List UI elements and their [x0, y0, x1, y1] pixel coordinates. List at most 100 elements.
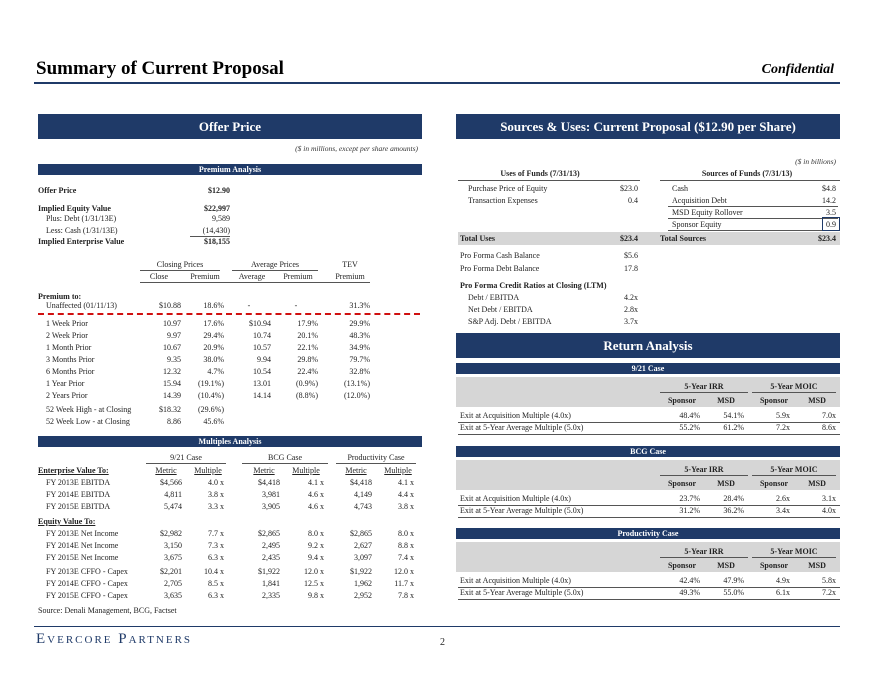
- multiples-cell: 9.2 x: [308, 541, 324, 550]
- ratio-label: Net Debt / EBITDA: [468, 305, 533, 314]
- sponsor-header: Sponsor: [759, 396, 788, 405]
- col-metric-header: Metric: [253, 466, 275, 475]
- offer-price-banner: Offer Price: [38, 114, 422, 139]
- multiples-row-label: FY 2013E CFFO - Capex: [46, 567, 128, 576]
- irr-header: 5-Year IRR: [684, 547, 724, 556]
- msd-header: MSD: [717, 396, 735, 405]
- ratio-label: S&P Adj. Debt / EBITDA: [468, 317, 552, 326]
- sponsor-header: Sponsor: [667, 561, 696, 570]
- multiples-cell: 3.3 x: [208, 502, 224, 511]
- irr-rule: [660, 557, 748, 558]
- premium-cell: 4.7%: [207, 367, 224, 376]
- return-cell: 49.3%: [679, 588, 700, 597]
- msd-header: MSD: [717, 561, 735, 570]
- moic-header: 5-Year MOIC: [770, 547, 818, 556]
- multiples-cell: 4,149: [354, 490, 372, 499]
- uses-title: Uses of Funds (7/31/13): [500, 169, 580, 178]
- col-multiple-header: Multiple: [384, 466, 412, 475]
- multiples-analysis-title: Multiples Analysis: [38, 436, 422, 447]
- use-value: 0.4: [628, 196, 638, 205]
- case-921-rule: [146, 463, 226, 464]
- multiples-cell: 7.7 x: [208, 529, 224, 538]
- premium-to-label: Premium to:: [38, 292, 82, 301]
- return-cell: 7.2x: [822, 588, 836, 597]
- return-cell: 42.4%: [679, 576, 700, 585]
- irr-rule: [660, 475, 748, 476]
- average-col-header: Average: [238, 272, 266, 281]
- offer-sum-rule: [190, 236, 230, 237]
- multiples-cell: 3,097: [354, 553, 372, 562]
- moic-rule: [752, 557, 836, 558]
- offer-label: Plus: Debt (1/31/13E): [46, 214, 117, 223]
- premium-cell: 17.6%: [203, 319, 224, 328]
- return-cell: 31.2%: [679, 506, 700, 515]
- multiples-cell: $2,982: [160, 529, 182, 538]
- case-bcg-rule: [242, 463, 328, 464]
- unaffected-dashed-line: [38, 313, 420, 315]
- offer-value: (14,430): [202, 226, 230, 235]
- premium-cell: 38.0%: [203, 355, 224, 364]
- msd-header: MSD: [808, 479, 826, 488]
- multiples-cell: 4.1 x: [398, 478, 414, 487]
- return-analysis-banner: Return Analysis: [456, 333, 840, 358]
- case-title: BCG Case: [456, 446, 840, 457]
- case-productivity-header: Productivity Case: [347, 453, 405, 462]
- evercore-logo: Evercore Partners: [36, 631, 193, 647]
- closing-prices-header: Closing Prices: [156, 260, 204, 269]
- multiples-cell: 4,811: [164, 490, 182, 499]
- offer-value: $22,997: [204, 204, 230, 213]
- multiples-row-label: FY 2015E EBITDA: [46, 502, 111, 511]
- premium-row-label: 2 Week Prior: [46, 331, 88, 340]
- multiples-cell: $2,865: [350, 529, 372, 538]
- return-cell: 23.7%: [679, 494, 700, 503]
- return-row-rule: [458, 434, 840, 435]
- multiples-cell: 9.4 x: [308, 553, 324, 562]
- use-value: $23.0: [620, 184, 638, 193]
- sources-title-rule: [660, 180, 840, 181]
- footer-rule: [34, 626, 840, 627]
- source-value: 3.5: [826, 208, 836, 217]
- multiples-row-label: FY 2014E CFFO - Capex: [46, 579, 128, 588]
- multiples-cell: $2,865: [258, 529, 280, 538]
- return-cell: 6.1x: [776, 588, 790, 597]
- multiples-cell: 11.7 x: [394, 579, 414, 588]
- premium-cell: (0.9%): [296, 379, 318, 388]
- offer-label: Implied Equity Value: [38, 204, 111, 213]
- source-value: 14.2: [822, 196, 836, 205]
- premium-cell: (8.8%): [296, 391, 318, 400]
- premium-cell: 45.6%: [203, 417, 224, 426]
- premium-cell: 10.57: [253, 343, 271, 352]
- sponsor-header: Sponsor: [759, 479, 788, 488]
- case-bcg-header: BCG Case: [268, 453, 302, 462]
- msd-header: MSD: [808, 561, 826, 570]
- source-note: Source: Denali Management, BCG, Factset: [38, 606, 177, 615]
- premium-cell: 17.9%: [297, 319, 318, 328]
- return-cell: 55.2%: [679, 423, 700, 432]
- exit-scenario-label: Exit at 5-Year Average Multiple (5.0x): [460, 506, 584, 515]
- col-metric-header: Metric: [155, 466, 177, 475]
- return-cell: 36.2%: [723, 506, 744, 515]
- pro-forma-label: Pro Forma Debt Balance: [460, 264, 540, 273]
- offer-label: Offer Price: [38, 186, 77, 195]
- col-metric-header: Metric: [345, 466, 367, 475]
- offer-value: $18,155: [204, 237, 230, 246]
- premium-cell: 22.4%: [297, 367, 318, 376]
- premium-cell: 15.94: [163, 379, 181, 388]
- return-cell: 5.8x: [822, 576, 836, 585]
- premium-col-header: Premium: [190, 272, 220, 281]
- multiples-cell: 2,705: [164, 579, 182, 588]
- multiples-cell: $2,201: [160, 567, 182, 576]
- total-sources-value: $23.4: [818, 234, 836, 243]
- exit-scenario-label: Exit at 5-Year Average Multiple (5.0x): [460, 423, 584, 432]
- enterprise-value-header: Enterprise Value To:: [38, 466, 109, 475]
- multiples-cell: 9.8 x: [308, 591, 324, 600]
- sources-row-rule: [668, 206, 838, 207]
- irr-header: 5-Year IRR: [684, 382, 724, 391]
- premium-cell: 10.67: [163, 343, 181, 352]
- moic-header: 5-Year MOIC: [770, 465, 818, 474]
- multiples-cell: 4.6 x: [308, 490, 324, 499]
- premium-row-label: Unaffected (01/11/13): [46, 301, 117, 310]
- premium-cell: (29.6%): [198, 405, 224, 414]
- multiples-cell: 12.0 x: [394, 567, 414, 576]
- multiples-row-label: FY 2014E EBITDA: [46, 490, 111, 499]
